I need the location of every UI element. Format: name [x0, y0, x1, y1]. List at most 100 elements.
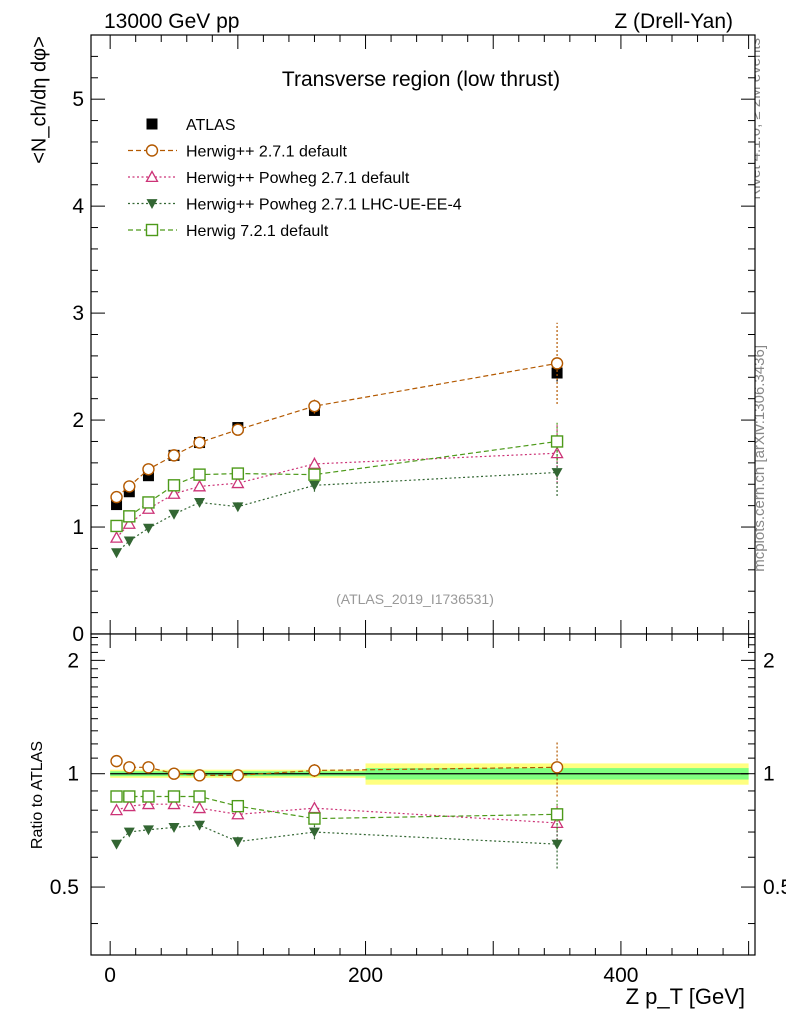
x-tick-label: 400 [603, 964, 638, 987]
legend-label: Herwig 7.2.1 default [186, 223, 329, 240]
ratio-data-point [308, 812, 321, 825]
ratio-series-2 [111, 820, 563, 869]
data-point [551, 367, 563, 379]
ratio-data-point [193, 790, 206, 803]
data-point [550, 435, 564, 448]
data-point [111, 499, 123, 511]
legend-marker [145, 144, 159, 157]
y-tick-label: 3 [72, 302, 84, 325]
series-1 [110, 322, 564, 504]
ratio-data-point [231, 769, 245, 782]
x-tick-label: 0 [104, 964, 116, 987]
ratio-data-point [231, 799, 245, 813]
ratio-y-tick-label-left: 1 [67, 763, 79, 786]
data-point [550, 357, 564, 370]
legend-label: Herwig++ 2.7.1 default [186, 144, 348, 161]
analysis-watermark: (ATLAS_2019_I1736531) [336, 591, 494, 607]
ratio-data-point [551, 839, 563, 850]
ratio-plot-frame [90, 633, 756, 956]
data-point [308, 480, 320, 491]
y-tick-label: 4 [72, 195, 84, 218]
ratio-plot-panel: 0.5 0.5 1 1 2 2 0 200 400 Ratio to ATLAS Z p_T [Ge… [29, 633, 786, 1009]
data-point [167, 479, 181, 492]
ratio-data-point [167, 790, 181, 803]
ratio-data-point [550, 761, 564, 774]
y-tick-label: 0 [72, 623, 84, 646]
data-point [168, 509, 180, 520]
ratio-y-axis-label: Ratio to ATLAS [29, 741, 46, 849]
legend-label: Herwig++ Powheg 2.7.1 LHC-UE-EE-4 [186, 197, 462, 214]
ratio-y-tick-label-left: 2 [67, 649, 79, 672]
ratio-data-point [167, 767, 181, 780]
ratio-data-point [550, 808, 564, 821]
ratio-plot-area [91, 634, 755, 955]
data-point [122, 516, 136, 529]
ratio-y-tick-label-right: 1 [763, 763, 775, 786]
ratio-data-point [110, 754, 123, 768]
ratio-y-tick-label-right: 0.5 [763, 876, 786, 899]
ratio-data-point [193, 769, 206, 782]
data-point [231, 467, 245, 480]
legend-label: ATLAS [186, 117, 236, 134]
data-point [123, 536, 135, 547]
series-4 [110, 422, 564, 533]
ratio-data-point [109, 803, 124, 816]
ratio-data-point [142, 825, 154, 836]
main-plot-panel: 0 1 2 3 4 5 Transverse region (low thrust) (ATL… [28, 34, 756, 646]
ratio-data-point [142, 761, 155, 774]
data-point [231, 476, 245, 489]
legend-marker [146, 118, 158, 130]
data-point [167, 449, 181, 462]
data-point [551, 468, 563, 478]
data-point [193, 436, 206, 449]
ratio-series-3 [110, 790, 564, 830]
data-point [111, 548, 123, 559]
data-point [231, 423, 245, 436]
ratio-data-point [232, 837, 244, 848]
ratio-data-point [168, 823, 180, 833]
ratio-y-tick-label-left: 0.5 [50, 876, 79, 899]
data-point [123, 480, 136, 493]
legend-marker [145, 223, 159, 237]
ratio-data-point [231, 807, 245, 820]
process-label: Z (Drell-Yan) [614, 10, 733, 33]
ratio-data-point [192, 801, 207, 814]
data-point [123, 510, 136, 523]
ratio-series-line [116, 795, 558, 820]
y-axis-label: <N_ch/dη dφ> [28, 36, 50, 164]
ratio-data-point [141, 797, 156, 810]
data-point [193, 468, 206, 481]
legend: ATLAS Herwig++ 2.7.1 default Herwig++ Powh… [128, 117, 462, 240]
ratio-data-point [194, 820, 206, 831]
ratio-data-point [308, 827, 320, 838]
data-point [109, 530, 124, 543]
ratio-data-point [110, 790, 123, 803]
data-point [308, 468, 321, 481]
y-tick-label: 5 [72, 88, 84, 111]
plot-title: Transverse region (low thrust) [282, 68, 560, 91]
legend-marker [146, 199, 158, 209]
x-axis-label: Z p_T [GeV] [626, 984, 745, 1009]
x-tick-label: 200 [348, 964, 383, 987]
ratio-data-point [167, 797, 181, 810]
data-point [194, 498, 206, 508]
data-point [110, 490, 123, 504]
ratio-y-tick-label-right: 2 [763, 649, 775, 672]
series-3 [111, 448, 563, 559]
ratio-data-point [142, 790, 155, 803]
ratio-data-point [123, 827, 135, 838]
ratio-series-0 [110, 742, 564, 797]
data-point [308, 399, 321, 413]
ratio-data-point [123, 761, 136, 774]
data-point [110, 519, 123, 533]
data-point [307, 457, 322, 469]
data-point [192, 479, 207, 492]
data-point [142, 470, 154, 482]
ratio-series-line [116, 824, 558, 845]
data-point [142, 523, 154, 534]
ratio-data-point [308, 764, 321, 777]
ratio-data-point [123, 790, 136, 803]
y-tick-label: 1 [72, 516, 84, 539]
data-point [167, 487, 181, 499]
